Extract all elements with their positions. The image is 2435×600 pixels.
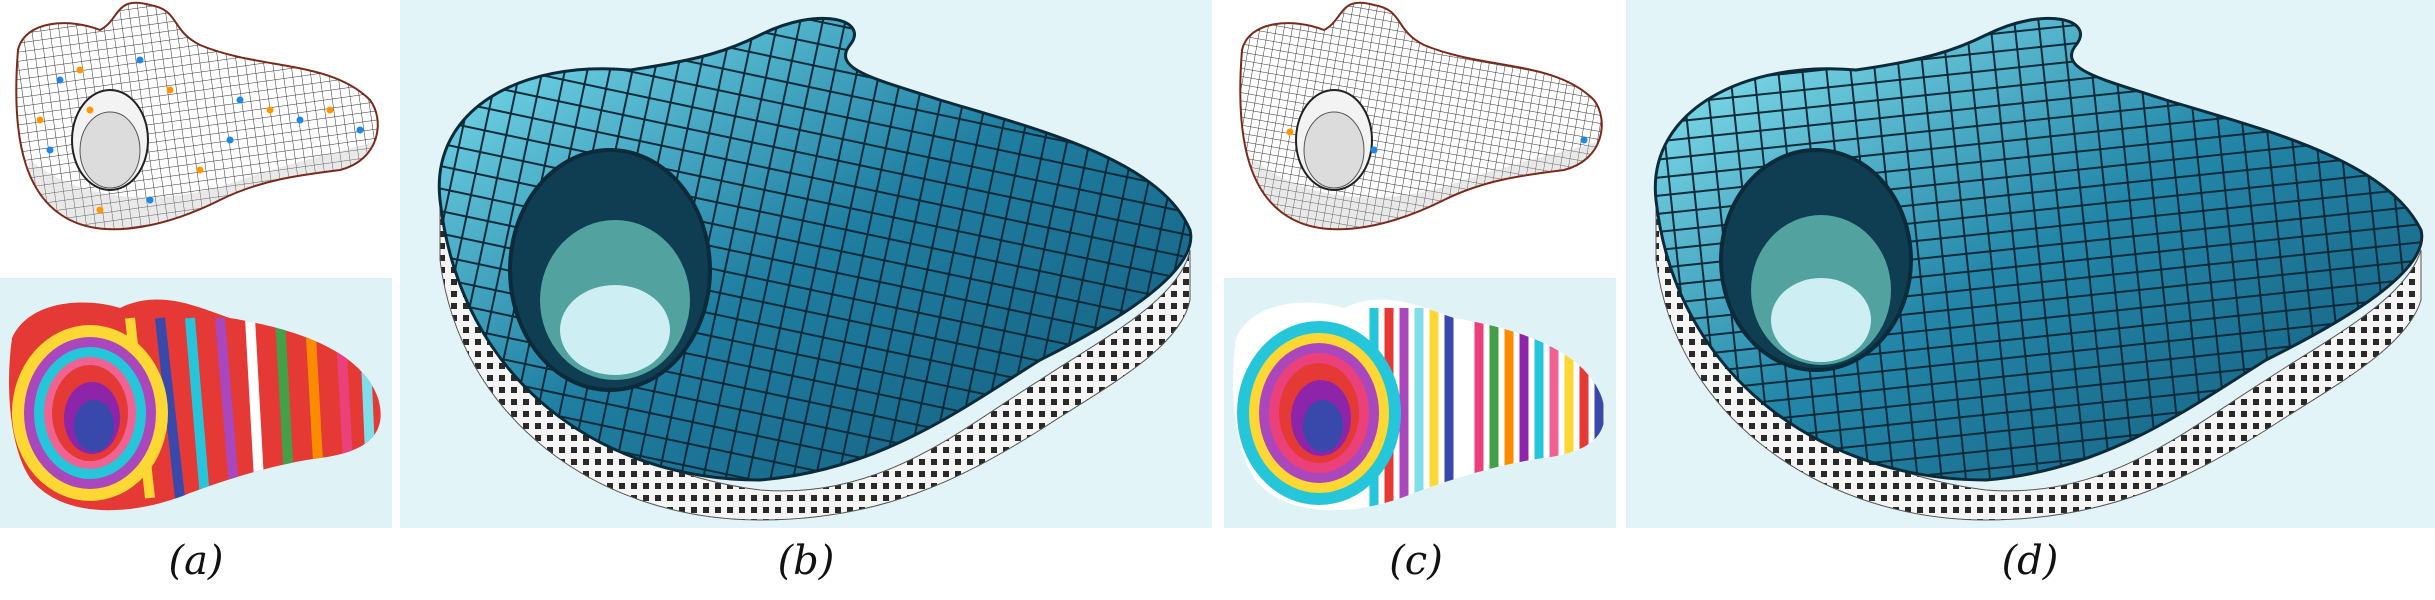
singularity-markers-c [1286,128,1588,154]
caption-c: (c) [1389,538,1443,584]
panel-b-render [400,0,1212,528]
panel-d-render [1626,0,2435,528]
singularity-markers-a [36,56,364,214]
stripe-field-c [1233,299,1605,511]
panel-c-stripes [1224,278,1616,528]
caption-d: (d) [2001,538,2059,584]
caption-b: (b) [777,538,835,584]
caption-a: (a) [168,538,224,584]
panel-a-wireframe [0,0,392,272]
stripe-field-a [9,299,381,511]
wireframe-mesh-a [15,1,379,231]
panel-c-wireframe [1224,0,1616,272]
wireframe-mesh-c [1239,1,1603,231]
glass-render-b [437,16,1193,521]
glass-render-d [1653,16,2424,521]
panel-a-stripes [0,278,392,528]
